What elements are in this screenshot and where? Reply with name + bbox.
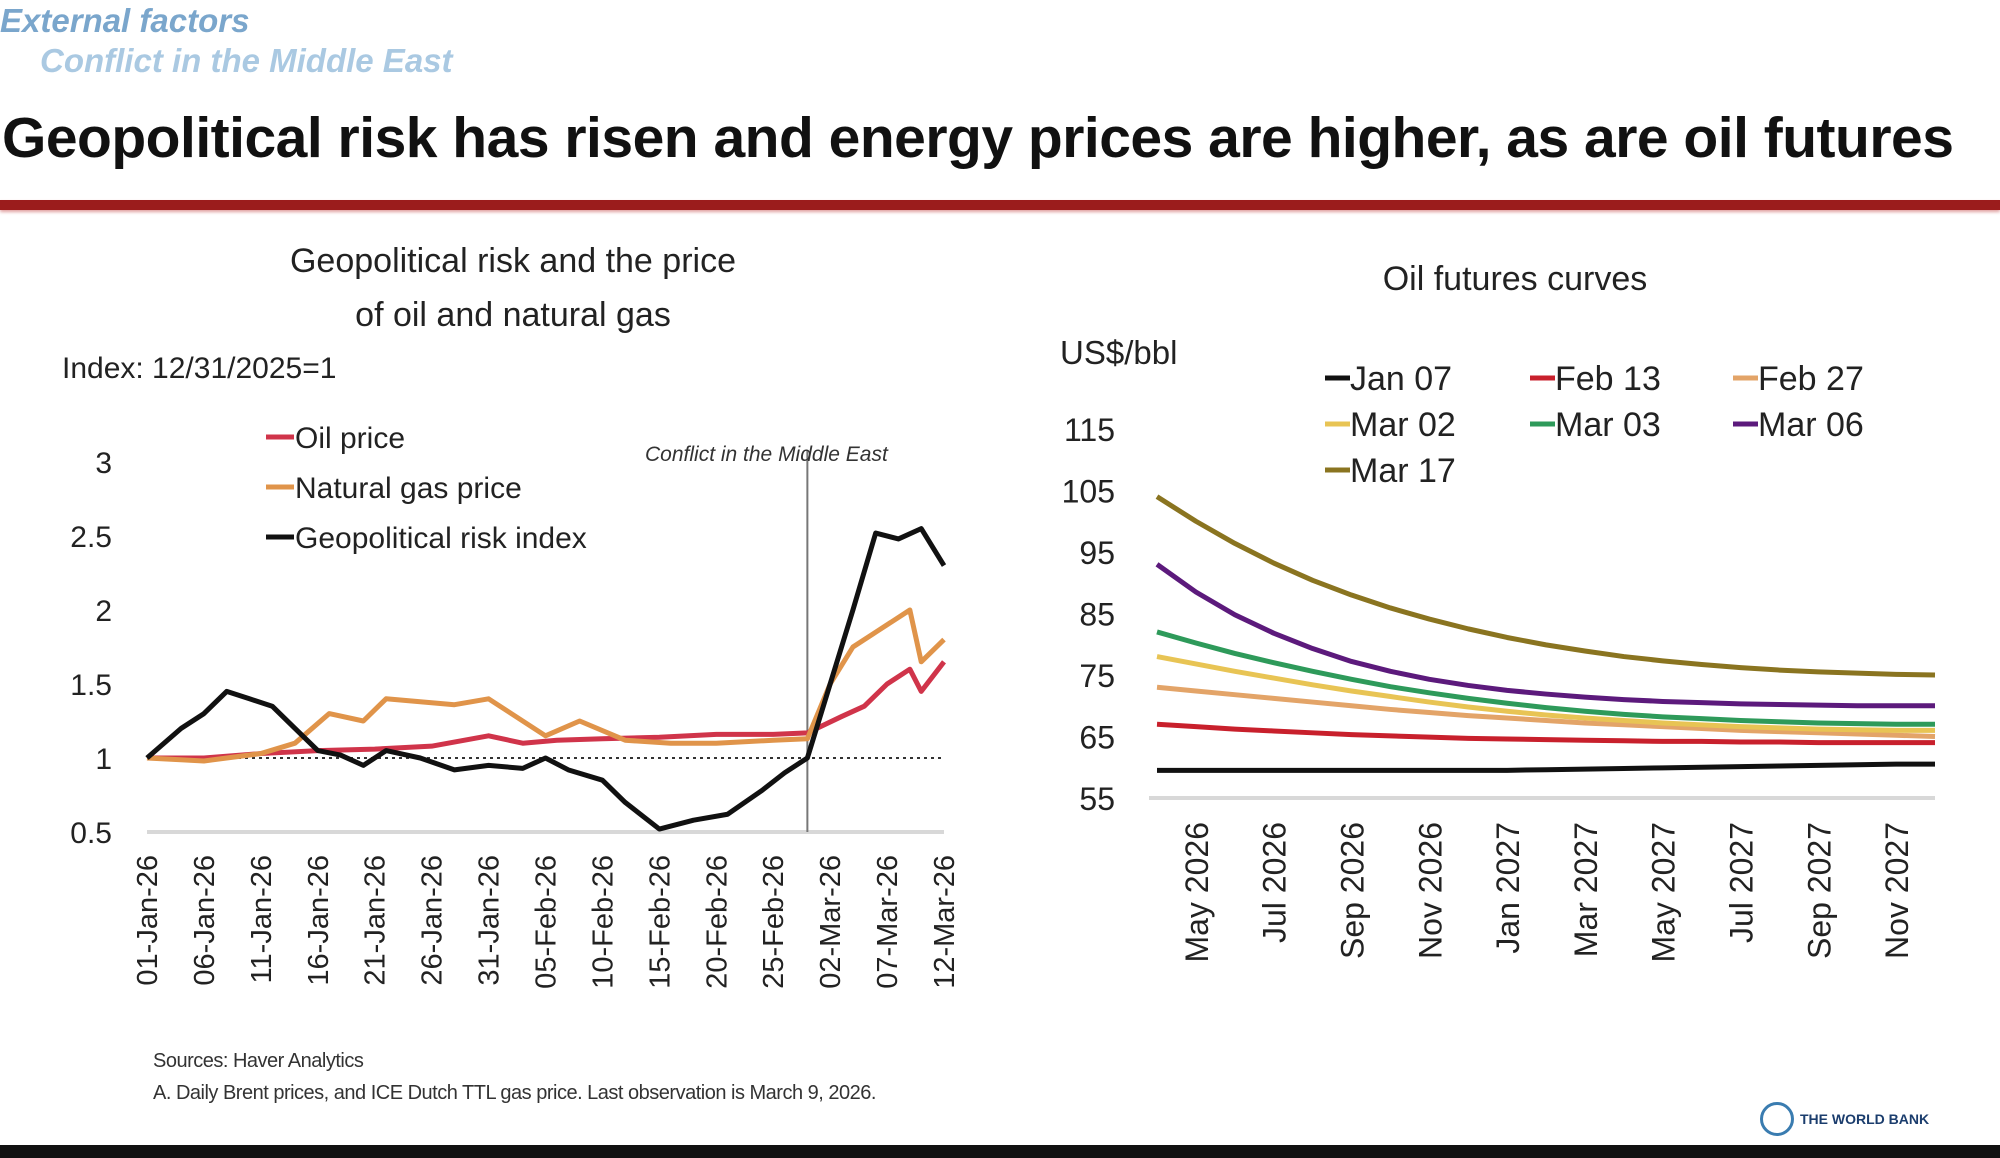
left-x-tick-label: 31-Jan-26 — [474, 855, 506, 986]
legend-label: Feb 13 — [1555, 360, 1661, 398]
left-x-tick-label: 06-Jan-26 — [189, 855, 221, 986]
left-x-tick-label: 15-Feb-26 — [644, 855, 676, 989]
right-y-tick-label: 105 — [1062, 474, 1115, 510]
left-y-tick-label: 1.5 — [70, 669, 112, 702]
futures-curve-mar-06 — [1155, 562, 1935, 709]
left-chart-title-line: of oil and natural gas — [355, 296, 671, 334]
globe-icon — [1760, 1102, 1794, 1136]
futures-curve-mar-17 — [1155, 494, 1936, 678]
futures-curve-jan-07 — [1157, 761, 1935, 773]
right-x-tick-label: Sep 2027 — [1801, 822, 1837, 959]
logo-text: THE WORLD BANK — [1800, 1111, 1930, 1127]
left-x-tick-label: 10-Feb-26 — [587, 855, 619, 989]
left-y-tick-label: 2.5 — [70, 521, 112, 554]
left-x-tick-label: 16-Jan-26 — [303, 855, 335, 986]
legend-label: Mar 02 — [1350, 406, 1456, 444]
world-bank-logo: THE WORLD BANK — [1760, 1102, 1929, 1136]
futures-curve-feb-27 — [1156, 684, 1936, 739]
left-chart-title: Geopolitical risk and the price of oil a… — [213, 234, 813, 342]
left-y-tick-label: 3 — [95, 447, 112, 480]
right-y-tick-label: 85 — [1079, 597, 1115, 633]
legend-label: Oil price — [295, 422, 405, 455]
left-x-tick-label: 11-Jan-26 — [246, 855, 278, 983]
right-y-axis-label: US$/bbl — [1060, 334, 1178, 371]
right-chart-title: Oil futures curves — [1382, 260, 1648, 298]
legend-label: Jan 07 — [1350, 360, 1452, 398]
left-x-tick-label: 25-Feb-26 — [758, 855, 790, 989]
left-y-tick-label: 0.5 — [70, 817, 112, 850]
title-divider — [0, 200, 2000, 210]
legend-label: Natural gas price — [295, 472, 522, 505]
slide-title: Geopolitical risk has risen and energy p… — [2, 106, 1954, 170]
series-line-natural-gas-price — [146, 607, 946, 764]
right-y-tick-label: 65 — [1079, 720, 1115, 756]
legend-label: Mar 06 — [1758, 406, 1864, 444]
left-x-tick-label: 07-Mar-26 — [872, 855, 904, 989]
left-x-tick-label: 26-Jan-26 — [417, 855, 449, 986]
left-y-tick-label: 2 — [95, 595, 112, 628]
futures-curve-feb-13 — [1156, 721, 1935, 746]
right-x-tick-label: Jan 2027 — [1490, 822, 1526, 954]
bottom-bar — [0, 1145, 2000, 1158]
footnote: A. Daily Brent prices, and ICE Dutch TTL… — [153, 1082, 876, 1104]
right-x-tick-label: Jul 2027 — [1724, 822, 1760, 943]
left-x-tick-label: 02-Mar-26 — [815, 855, 847, 989]
futures-curve-mar-03 — [1156, 629, 1935, 727]
right-x-tick-label: May 2026 — [1179, 822, 1215, 963]
right-y-tick-label: 75 — [1079, 658, 1115, 694]
section-label: External factors — [0, 2, 250, 39]
right-x-tick-label: Sep 2026 — [1335, 822, 1371, 959]
left-x-tick-label: 12-Mar-26 — [929, 855, 961, 989]
futures-curve-mar-02 — [1156, 654, 1935, 733]
legend-label: Feb 27 — [1758, 360, 1864, 398]
series-line-geopolitical-risk-index — [145, 526, 947, 832]
left-x-tick-label: 20-Feb-26 — [701, 855, 733, 989]
sources-note: Sources: Haver Analytics — [153, 1050, 364, 1072]
right-x-tick-label: Nov 2026 — [1412, 822, 1448, 959]
right-x-tick-label: Jul 2026 — [1257, 822, 1293, 943]
left-x-tick-label: 01-Jan-26 — [132, 855, 164, 986]
right-x-tick-label: May 2027 — [1646, 822, 1682, 963]
legend-label: Mar 17 — [1350, 452, 1456, 490]
left-y-tick-label: 1 — [95, 743, 112, 776]
left-chart-title-line: Geopolitical risk and the price — [289, 242, 736, 280]
right-y-tick-label: 115 — [1064, 412, 1115, 448]
conflict-annotation: Conflict in the Middle East — [645, 443, 889, 466]
right-y-tick-label: 95 — [1079, 535, 1115, 571]
legend-label: Mar 03 — [1555, 406, 1661, 444]
left-y-axis-label: Index: 12/31/2025=1 — [62, 352, 337, 385]
subsection-label: Conflict in the Middle East — [40, 42, 453, 79]
right-x-tick-label: Nov 2027 — [1879, 822, 1915, 959]
left-x-tick-label: 05-Feb-26 — [531, 855, 563, 989]
legend-label: Geopolitical risk index — [295, 522, 587, 555]
right-x-tick-label: Mar 2027 — [1568, 822, 1604, 957]
right-y-tick-label: 55 — [1079, 781, 1115, 817]
left-x-tick-label: 21-Jan-26 — [360, 855, 392, 986]
